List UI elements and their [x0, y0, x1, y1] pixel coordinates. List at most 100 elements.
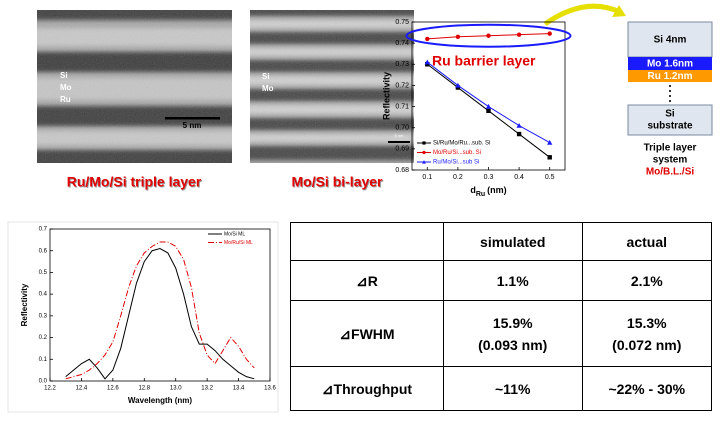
marker — [485, 103, 492, 109]
comparison-table: simulated actual ⊿R 1.1% 2.1% ⊿FWHM 15.9% (0.09… — [290, 222, 713, 411]
table-cell: ~11% — [442, 366, 583, 411]
y-tick-label: 0.4 — [39, 292, 48, 298]
marker — [486, 108, 491, 113]
annotation: Ru barrier layer — [432, 53, 536, 69]
marker — [424, 59, 430, 65]
y-tick-label: 0.74 — [395, 40, 409, 47]
x-tick-label: 0.4 — [514, 174, 524, 181]
substrate-label: substrate — [647, 121, 692, 132]
y-tick-label: 0.7 — [39, 227, 48, 233]
y-tick-label: 0.68 — [395, 167, 409, 174]
y-tick-label: 0.5 — [39, 270, 48, 276]
image-caption: Ru/Mo/Si triple layer — [67, 174, 202, 190]
row-label: ⊿R — [290, 260, 444, 301]
legend-label: Ru/Mo/Si...sub Si — [433, 160, 479, 166]
x-tick-label: 13.2 — [201, 386, 213, 392]
x-tick-label: 12.2 — [44, 386, 56, 392]
x-tick-label: 0.5 — [545, 174, 555, 181]
y-tick-label: 0.71 — [395, 103, 409, 110]
x-tick-label: 0.3 — [484, 174, 494, 181]
marker — [516, 122, 522, 128]
table-cell: 2.1% — [581, 260, 713, 301]
x-tick-label: 12.6 — [107, 386, 119, 392]
table-cell: 15.9% (0.093 nm) — [442, 300, 583, 367]
cell-text: ~22% - 30% — [608, 380, 686, 397]
layer-label: Si — [60, 71, 68, 80]
x-axis-label: dRu (nm) — [470, 185, 506, 197]
plot-frame — [49, 228, 271, 382]
x-tick-label: 12.8 — [138, 386, 150, 392]
legend-marker — [422, 160, 426, 164]
y-tick-label: 0.72 — [395, 82, 409, 89]
scale-bar — [388, 141, 410, 143]
table-row: ⊿R 1.1% 2.1% — [290, 260, 713, 301]
layer-diagram: Si 4nm Mo 1.6nm Ru 1.2nm Si substrate Tr… — [627, 21, 713, 178]
y-tick-label: 0.0 — [39, 379, 48, 385]
callout-arrow — [543, 3, 622, 27]
y-axis-label: Reflectivity — [20, 283, 29, 326]
x-tick-label: 12.4 — [76, 386, 88, 392]
scale-bar — [165, 117, 220, 120]
marker — [547, 139, 553, 145]
marker — [486, 33, 491, 38]
layer-box — [628, 70, 712, 82]
marker — [516, 131, 522, 137]
y-tick-label: 0.3 — [39, 313, 48, 319]
legend-label: Mo/Ru/Si...sub. Si — [433, 150, 481, 156]
cell-text: (0.072 nm) — [612, 336, 682, 353]
tem-image-bilayer — [250, 10, 414, 163]
legend-marker — [422, 141, 426, 145]
x-tick-label: 13.4 — [233, 386, 245, 392]
x-axis-label-main: d — [470, 185, 476, 195]
corner-cell — [290, 222, 444, 261]
cell-text: ~11% — [495, 380, 531, 397]
x-axis-label-subscript: Ru — [476, 191, 485, 198]
marker — [547, 31, 552, 36]
layer-label: Mo — [60, 83, 72, 92]
x-tick-label: 0.2 — [453, 174, 463, 181]
layer-label: Ru — [60, 95, 71, 104]
chart-panel — [7, 221, 279, 413]
header-cell: actual — [581, 222, 713, 261]
row-label: ⊿Throughput — [290, 366, 444, 411]
diagram-caption-highlight: Mo/B.L./Si — [646, 167, 695, 178]
table-row: ⊿Throughput ~11% ~22% - 30% — [290, 366, 713, 411]
substrate-box — [627, 104, 713, 136]
legend-label: Mo/Si ML — [224, 231, 245, 237]
y-tick-label: 0.1 — [39, 357, 48, 363]
layer-label: Si 4nm — [654, 35, 687, 46]
substrate-label: Si — [665, 109, 675, 120]
annotation-ellipse — [405, 23, 572, 48]
layer-label: Mo — [262, 84, 274, 93]
tem-image-triple — [37, 10, 232, 163]
legend-marker — [422, 150, 426, 155]
cell-text: (0.093 nm) — [478, 336, 548, 353]
image-caption: Mo/Si bi-layer — [291, 174, 383, 190]
scale-label: 5 nm — [183, 121, 202, 130]
marker — [455, 82, 461, 88]
layer-label: Mo 1.6nm — [647, 59, 693, 70]
legend-label: Si/Ru/Mo/Ru...sub. Si — [433, 141, 490, 147]
marker — [455, 34, 461, 39]
callout-arrowhead — [612, 5, 626, 17]
x-axis-label-unit: (nm) — [487, 185, 507, 195]
series-line — [426, 61, 550, 143]
y-axis-label: Reflectivity — [381, 72, 391, 120]
cell-text: 15.9% — [492, 314, 533, 331]
y-tick-label: 0.2 — [39, 335, 48, 341]
marker — [425, 36, 430, 42]
x-axis-label: Wavelength (nm) — [128, 396, 192, 405]
table-cell: 1.1% — [442, 260, 583, 301]
cell-text: 15.3% — [626, 314, 667, 331]
layer-label: Si — [262, 72, 270, 81]
y-tick-label: 0.69 — [395, 146, 409, 153]
y-tick-label: 0.6 — [39, 248, 48, 254]
scale-label: 5 nm — [395, 133, 405, 138]
cell-text: 1.1% — [496, 272, 529, 289]
table-cell: ~22% - 30% — [581, 366, 713, 411]
series-line — [65, 248, 255, 380]
marker — [547, 155, 552, 160]
y-tick-label: 0.75 — [395, 19, 409, 26]
